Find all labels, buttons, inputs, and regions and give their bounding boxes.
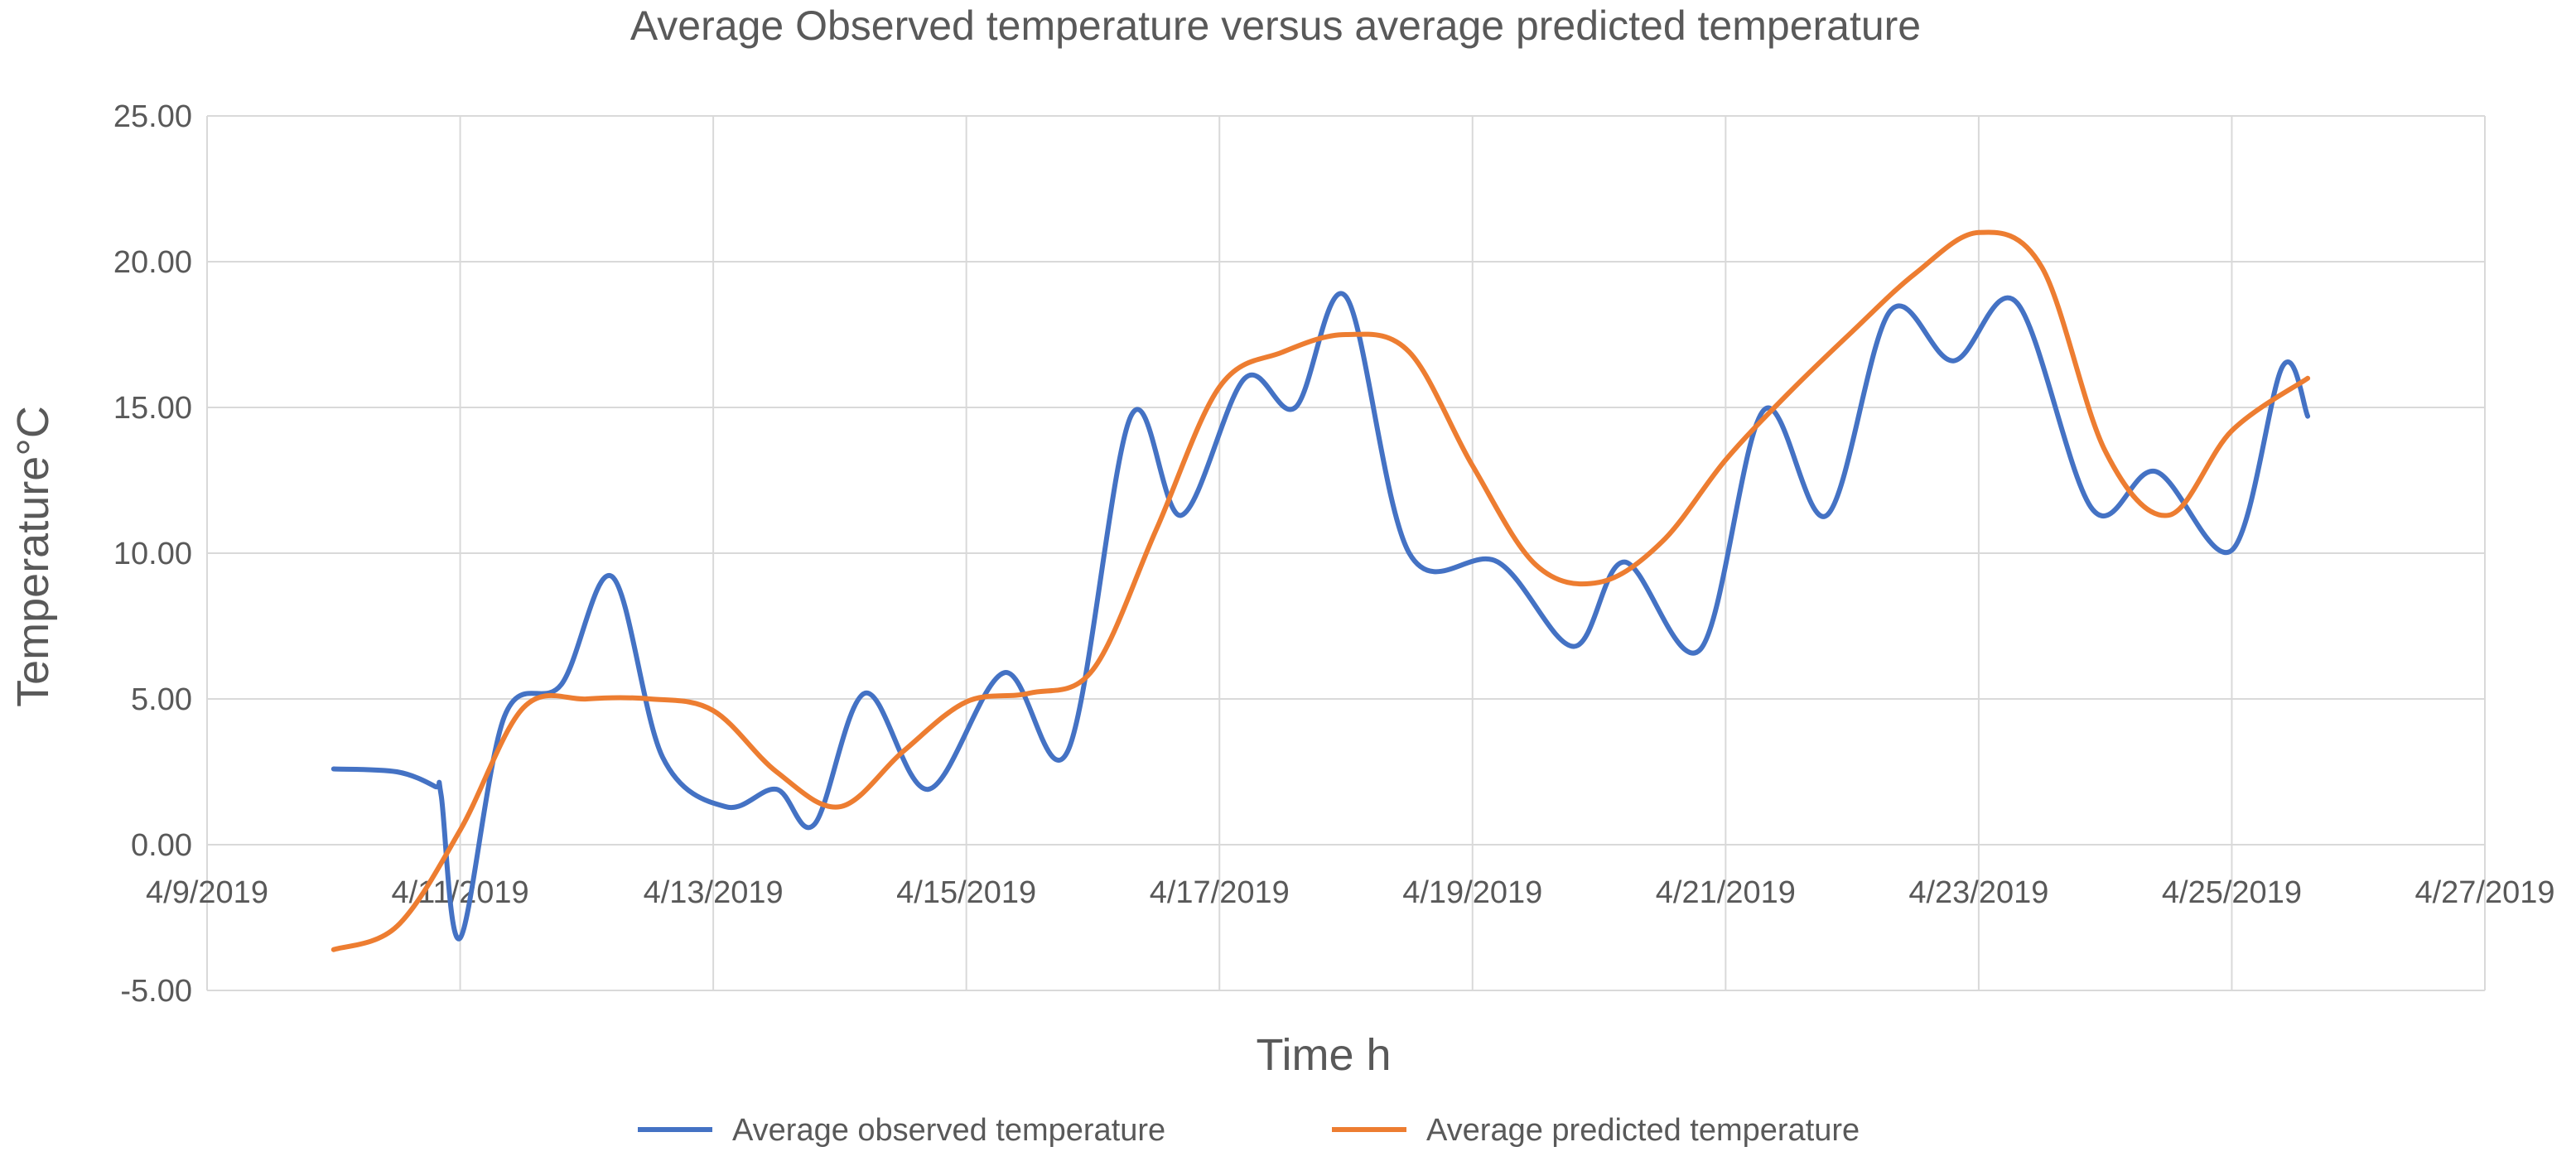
y-tick-label: 10.00 bbox=[113, 537, 192, 571]
legend-label-observed: Average observed temperature bbox=[732, 1113, 1165, 1148]
y-tick-label: 5.00 bbox=[131, 682, 192, 717]
y-tick-labels: -5.00 0.00 5.00 10.00 15.00 20.00 25.00 bbox=[113, 99, 192, 1009]
series-line-observed bbox=[330, 291, 2311, 942]
x-tick-label: 4/21/2019 bbox=[1656, 875, 1796, 910]
x-tick-label: 4/27/2019 bbox=[2414, 875, 2554, 910]
legend-label-predicted: Average predicted temperature bbox=[1426, 1113, 1860, 1148]
y-tick-label: 15.00 bbox=[113, 391, 192, 426]
y-tick-label: 25.00 bbox=[113, 99, 192, 134]
x-tick-label: 4/17/2019 bbox=[1150, 875, 1290, 910]
y-gridlines bbox=[207, 115, 2485, 991]
x-tick-label: 4/25/2019 bbox=[2162, 875, 2302, 910]
x-tick-label: 4/23/2019 bbox=[1908, 875, 2048, 910]
x-tick-label: 4/15/2019 bbox=[896, 875, 1036, 910]
x-tick-label: 4/13/2019 bbox=[644, 875, 784, 910]
series-line-predicted bbox=[330, 229, 2311, 952]
y-axis-title: Temperature°C bbox=[8, 406, 58, 707]
x-tick-label: 4/9/2019 bbox=[146, 875, 268, 910]
x-tick-label: 4/19/2019 bbox=[1402, 875, 1542, 910]
x-axis-title: Time h bbox=[1256, 1030, 1391, 1080]
y-tick-label: 20.00 bbox=[113, 245, 192, 280]
y-tick-label: -5.00 bbox=[120, 974, 192, 1009]
y-tick-label: 0.00 bbox=[131, 828, 192, 863]
chart-title: Average Observed temperature versus aver… bbox=[630, 2, 1921, 49]
x-tick-labels: 4/9/2019 4/11/2019 4/13/2019 4/15/2019 4/17/… bbox=[146, 875, 2554, 910]
series-lines bbox=[330, 229, 2311, 952]
legend: Average observed temperature Average pre… bbox=[638, 1113, 1860, 1148]
